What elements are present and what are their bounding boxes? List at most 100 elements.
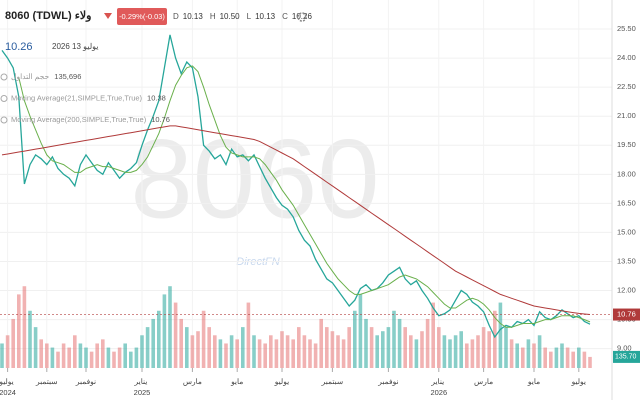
volume-bar [364, 318, 368, 368]
volume-bar [263, 343, 267, 368]
legend-value: 10.76 [151, 115, 170, 124]
volume-bar [168, 286, 172, 368]
settings-icon[interactable] [297, 12, 307, 22]
volume-bar [336, 335, 340, 368]
legend-value: 135,696 [54, 72, 81, 81]
volume-bar [582, 351, 587, 368]
volume-bar [207, 327, 211, 368]
volume-bar [84, 347, 88, 368]
y-tick-label: 18.00 [617, 169, 636, 178]
volume-bar [246, 302, 251, 368]
volume-bar [39, 339, 43, 368]
volume-bar [95, 343, 99, 368]
ohlc-label: H [210, 12, 216, 21]
volume-bar [0, 343, 4, 368]
legend-eye [0, 73, 8, 81]
volume-bar [45, 343, 49, 368]
ohlc-value: 10.50 [220, 12, 241, 21]
volume-layer [0, 286, 592, 368]
volume-bar [308, 339, 312, 368]
symbol-title: 8060 (TDWL) ولاء [5, 10, 91, 22]
legend-name: Moving Average(200,SIMPLE,True,True) [11, 115, 147, 124]
x-tick-label: مايو [527, 377, 540, 386]
volume-bar [67, 347, 71, 368]
volume-bar [386, 327, 391, 368]
volume-bar [50, 347, 55, 368]
change-badge [117, 8, 167, 25]
volume-bar [504, 327, 508, 368]
volume-bar [280, 331, 284, 368]
volume-bar [241, 327, 245, 368]
volume-bar [487, 331, 491, 368]
volume-bar [549, 351, 553, 368]
volume-bar [201, 310, 206, 368]
volume-bar [554, 347, 559, 368]
date: يوليو 13 2026 [52, 42, 99, 51]
y-tick-label: 9.00 [617, 344, 632, 353]
volume-badge-label: 135.70 [615, 354, 637, 361]
volume-bar [157, 310, 161, 368]
volume-bar [526, 339, 531, 368]
x-tick-label: سبتمبر [35, 377, 58, 386]
line-layer [0, 34, 612, 339]
y-tick-label: 12.00 [617, 286, 636, 295]
volume-bar [448, 339, 452, 368]
header: 8060 (TDWL) ولاء -0.29%(-0.03) D 10.13 H 10… [0, 8, 313, 124]
volume-bar [442, 335, 447, 368]
volume-bar [89, 351, 94, 368]
volume-bar [11, 318, 15, 368]
volume-bar [235, 339, 239, 368]
volume-bar [353, 310, 357, 368]
volume-bar [5, 335, 10, 368]
volume-bar [375, 335, 379, 368]
x-tick-label: سبتمبر [321, 377, 344, 386]
volume-bar [392, 310, 396, 368]
x-tick-label: نوفمبر [75, 377, 96, 386]
volume-bar [224, 343, 228, 368]
volume-bar [73, 335, 77, 368]
ohlc-label: L [247, 12, 252, 21]
y-tick-label: 19.50 [617, 140, 636, 149]
series-line [1, 125, 591, 315]
y-tick-label: 13.50 [617, 256, 636, 265]
volume-bar [274, 339, 279, 368]
watermark-group: 8060 DirectFN [130, 117, 379, 268]
volume-bar [151, 318, 155, 368]
volume-bar [397, 318, 402, 368]
last-price: 10.26 [5, 41, 33, 53]
ma-badge-label: 10.76 [617, 310, 636, 319]
volume-bar [437, 327, 441, 368]
volume-bar [571, 351, 575, 368]
volume-bar [291, 339, 295, 368]
volume-bar [17, 294, 21, 368]
volume-bar [425, 318, 430, 368]
change: -0.29%(-0.03) [119, 12, 165, 21]
volume-bar [498, 302, 503, 368]
volume-bar [420, 331, 424, 368]
volume-bar [117, 347, 122, 368]
volume-bar [112, 351, 116, 368]
ma-badge [613, 308, 640, 321]
volume-bar [358, 294, 363, 368]
volume-bar [123, 343, 127, 368]
ohlc-label: C [282, 12, 288, 21]
x-tick-label: يوليو [274, 377, 289, 386]
ohlc-label: D [173, 12, 179, 21]
volume-bar [341, 339, 346, 368]
volume-bar [565, 347, 570, 368]
volume-bar [145, 327, 150, 368]
x-tick-label: يناير 2026 [430, 377, 447, 397]
volume-bar [28, 310, 32, 368]
y-tick-label: 21.00 [617, 111, 636, 120]
volume-bar [470, 339, 475, 368]
series-line [1, 34, 591, 339]
volume-bar [476, 335, 480, 368]
volume-bar [285, 335, 290, 368]
volume-bar [179, 318, 183, 368]
volume-bar [588, 356, 592, 368]
y-tick-label: 16.50 [617, 198, 636, 207]
ohlc-value: 10.26 [292, 12, 313, 21]
volume-bar [325, 327, 329, 368]
volume-bar [381, 331, 385, 368]
